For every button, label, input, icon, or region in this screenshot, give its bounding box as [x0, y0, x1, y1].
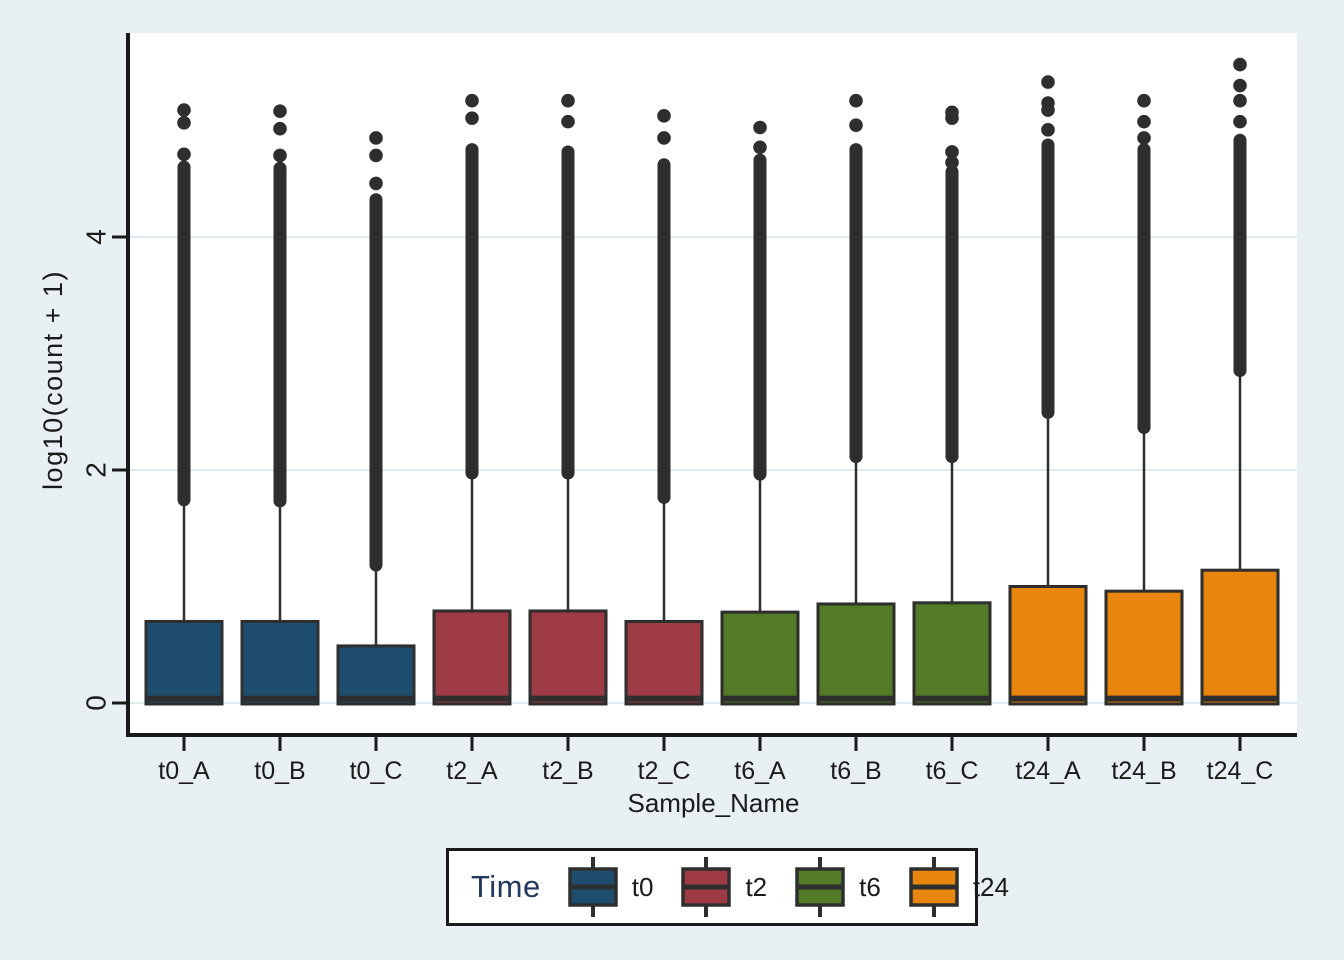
- x-tick-label-t6_C: t6_C: [926, 757, 979, 785]
- legend-entry-label: t6: [859, 871, 881, 902]
- x-tick-label-t6_B: t6_B: [830, 757, 881, 785]
- outlier-dot-t24_C: [1233, 114, 1247, 129]
- box-t24_C: [1200, 568, 1280, 706]
- outlier-dot-t6_C: [945, 145, 959, 159]
- x-tick-label-t24_C: t24_C: [1207, 757, 1274, 785]
- box-t24_B: [1104, 589, 1184, 706]
- outlier-dot-t24_A: [1041, 96, 1055, 110]
- outlier-dot-t2_B: [561, 114, 575, 129]
- outlier-dot-t24_A: [1041, 75, 1055, 89]
- outlier-dot-t0_A: [177, 116, 191, 130]
- legend-title: Time: [471, 869, 541, 904]
- outlier-dot-t0_B: [273, 121, 287, 136]
- x-tick-label-t24_A: t24_A: [1015, 757, 1081, 785]
- box-t0_A: [144, 619, 224, 706]
- outlier-dot-t2_A: [465, 111, 479, 125]
- outlier-dot-t6_B: [849, 118, 863, 132]
- x-tick-label-t6_A: t6_A: [734, 757, 786, 785]
- x-axis-title: Sample_Name: [628, 788, 800, 818]
- outlier-dot-t0_C: [369, 148, 383, 163]
- outlier-dot-t2_B: [561, 93, 575, 108]
- outlier-dot-t6_C: [945, 105, 959, 120]
- y-tick-label-0: 0: [80, 695, 111, 711]
- outlier-dot-t24_A: [1041, 123, 1055, 137]
- box-t6_C: [912, 601, 992, 706]
- x-tick-label-t0_A: t0_A: [158, 757, 210, 785]
- outlier-dot-t24_C: [1233, 57, 1247, 72]
- legend-entry-label: t2: [745, 871, 768, 902]
- legend-entry-t6: t6: [794, 854, 881, 920]
- legend-entry-label: t24: [972, 871, 1009, 902]
- y-tick-label-2: 2: [80, 462, 111, 478]
- outlier-dot-t2_C: [657, 131, 671, 145]
- outlier-dot-t2_C: [657, 109, 671, 123]
- legend-entry-t0: t0: [567, 854, 654, 920]
- legend-entry-label: t0: [631, 871, 654, 902]
- outlier-dot-t24_C: [1233, 93, 1247, 108]
- x-tick-label-t2_A: t2_A: [446, 757, 498, 785]
- legend-boxplot-glyph-t0: [568, 857, 618, 917]
- boxplot-figure: t0_A t0_B t0_C t2_A t2_B t2_C t6_A t6_B t6_C t24_…: [38, 33, 1297, 818]
- box-t0_C: [336, 644, 416, 706]
- box-t0_B: [240, 619, 320, 706]
- outlier-dot-t0_C: [369, 131, 383, 145]
- x-tick-label-t2_C: t2_C: [638, 757, 691, 785]
- x-tick-label-t0_C: t0_C: [350, 757, 403, 785]
- legend-entry-t2: t2: [680, 854, 767, 920]
- box-t2_B: [528, 609, 608, 706]
- legend-boxplot-glyph-t24: [909, 857, 959, 917]
- outlier-dot-t24_B: [1137, 114, 1151, 129]
- box-t2_A: [432, 609, 512, 706]
- outlier-dot-t2_A: [465, 93, 479, 108]
- outlier-dot-t0_B: [273, 148, 287, 163]
- box-t6_B: [816, 602, 896, 706]
- outlier-dot-t24_C: [1233, 78, 1247, 93]
- outlier-dot-t24_B: [1137, 93, 1151, 108]
- x-tick-label-t0_B: t0_B: [254, 757, 305, 785]
- y-tick-label-4: 4: [80, 229, 111, 245]
- box-t24_A: [1008, 585, 1088, 706]
- outlier-dot-t0_A: [177, 147, 191, 162]
- y-axis-title: log10(count + 1): [38, 270, 68, 490]
- outlier-dot-t6_A: [753, 140, 767, 155]
- plot-area: [130, 33, 1297, 735]
- outlier-dot-t6_A: [753, 120, 767, 135]
- outlier-dot-t0_B: [273, 104, 287, 118]
- box-t2_C: [624, 619, 704, 706]
- outlier-dot-t6_C: [945, 155, 959, 170]
- box-t6_A: [720, 610, 800, 706]
- legend-entries: t0 t2 t6 t24: [567, 854, 1009, 920]
- legend-boxplot-glyph-t6: [795, 857, 845, 917]
- x-tick-label-t24_B: t24_B: [1111, 757, 1176, 785]
- outlier-dot-t24_B: [1137, 131, 1151, 145]
- outlier-dot-t0_A: [177, 103, 191, 117]
- legend-box: Time t0 t2 t6 t24: [446, 848, 1009, 926]
- outlier-dot-t6_B: [849, 93, 863, 108]
- legend-entry-t24: t24: [908, 854, 1009, 920]
- x-tick-label-t2_B: t2_B: [542, 757, 593, 785]
- outlier-dot-t0_C: [369, 176, 383, 191]
- legend-boxplot-glyph-t2: [681, 857, 732, 917]
